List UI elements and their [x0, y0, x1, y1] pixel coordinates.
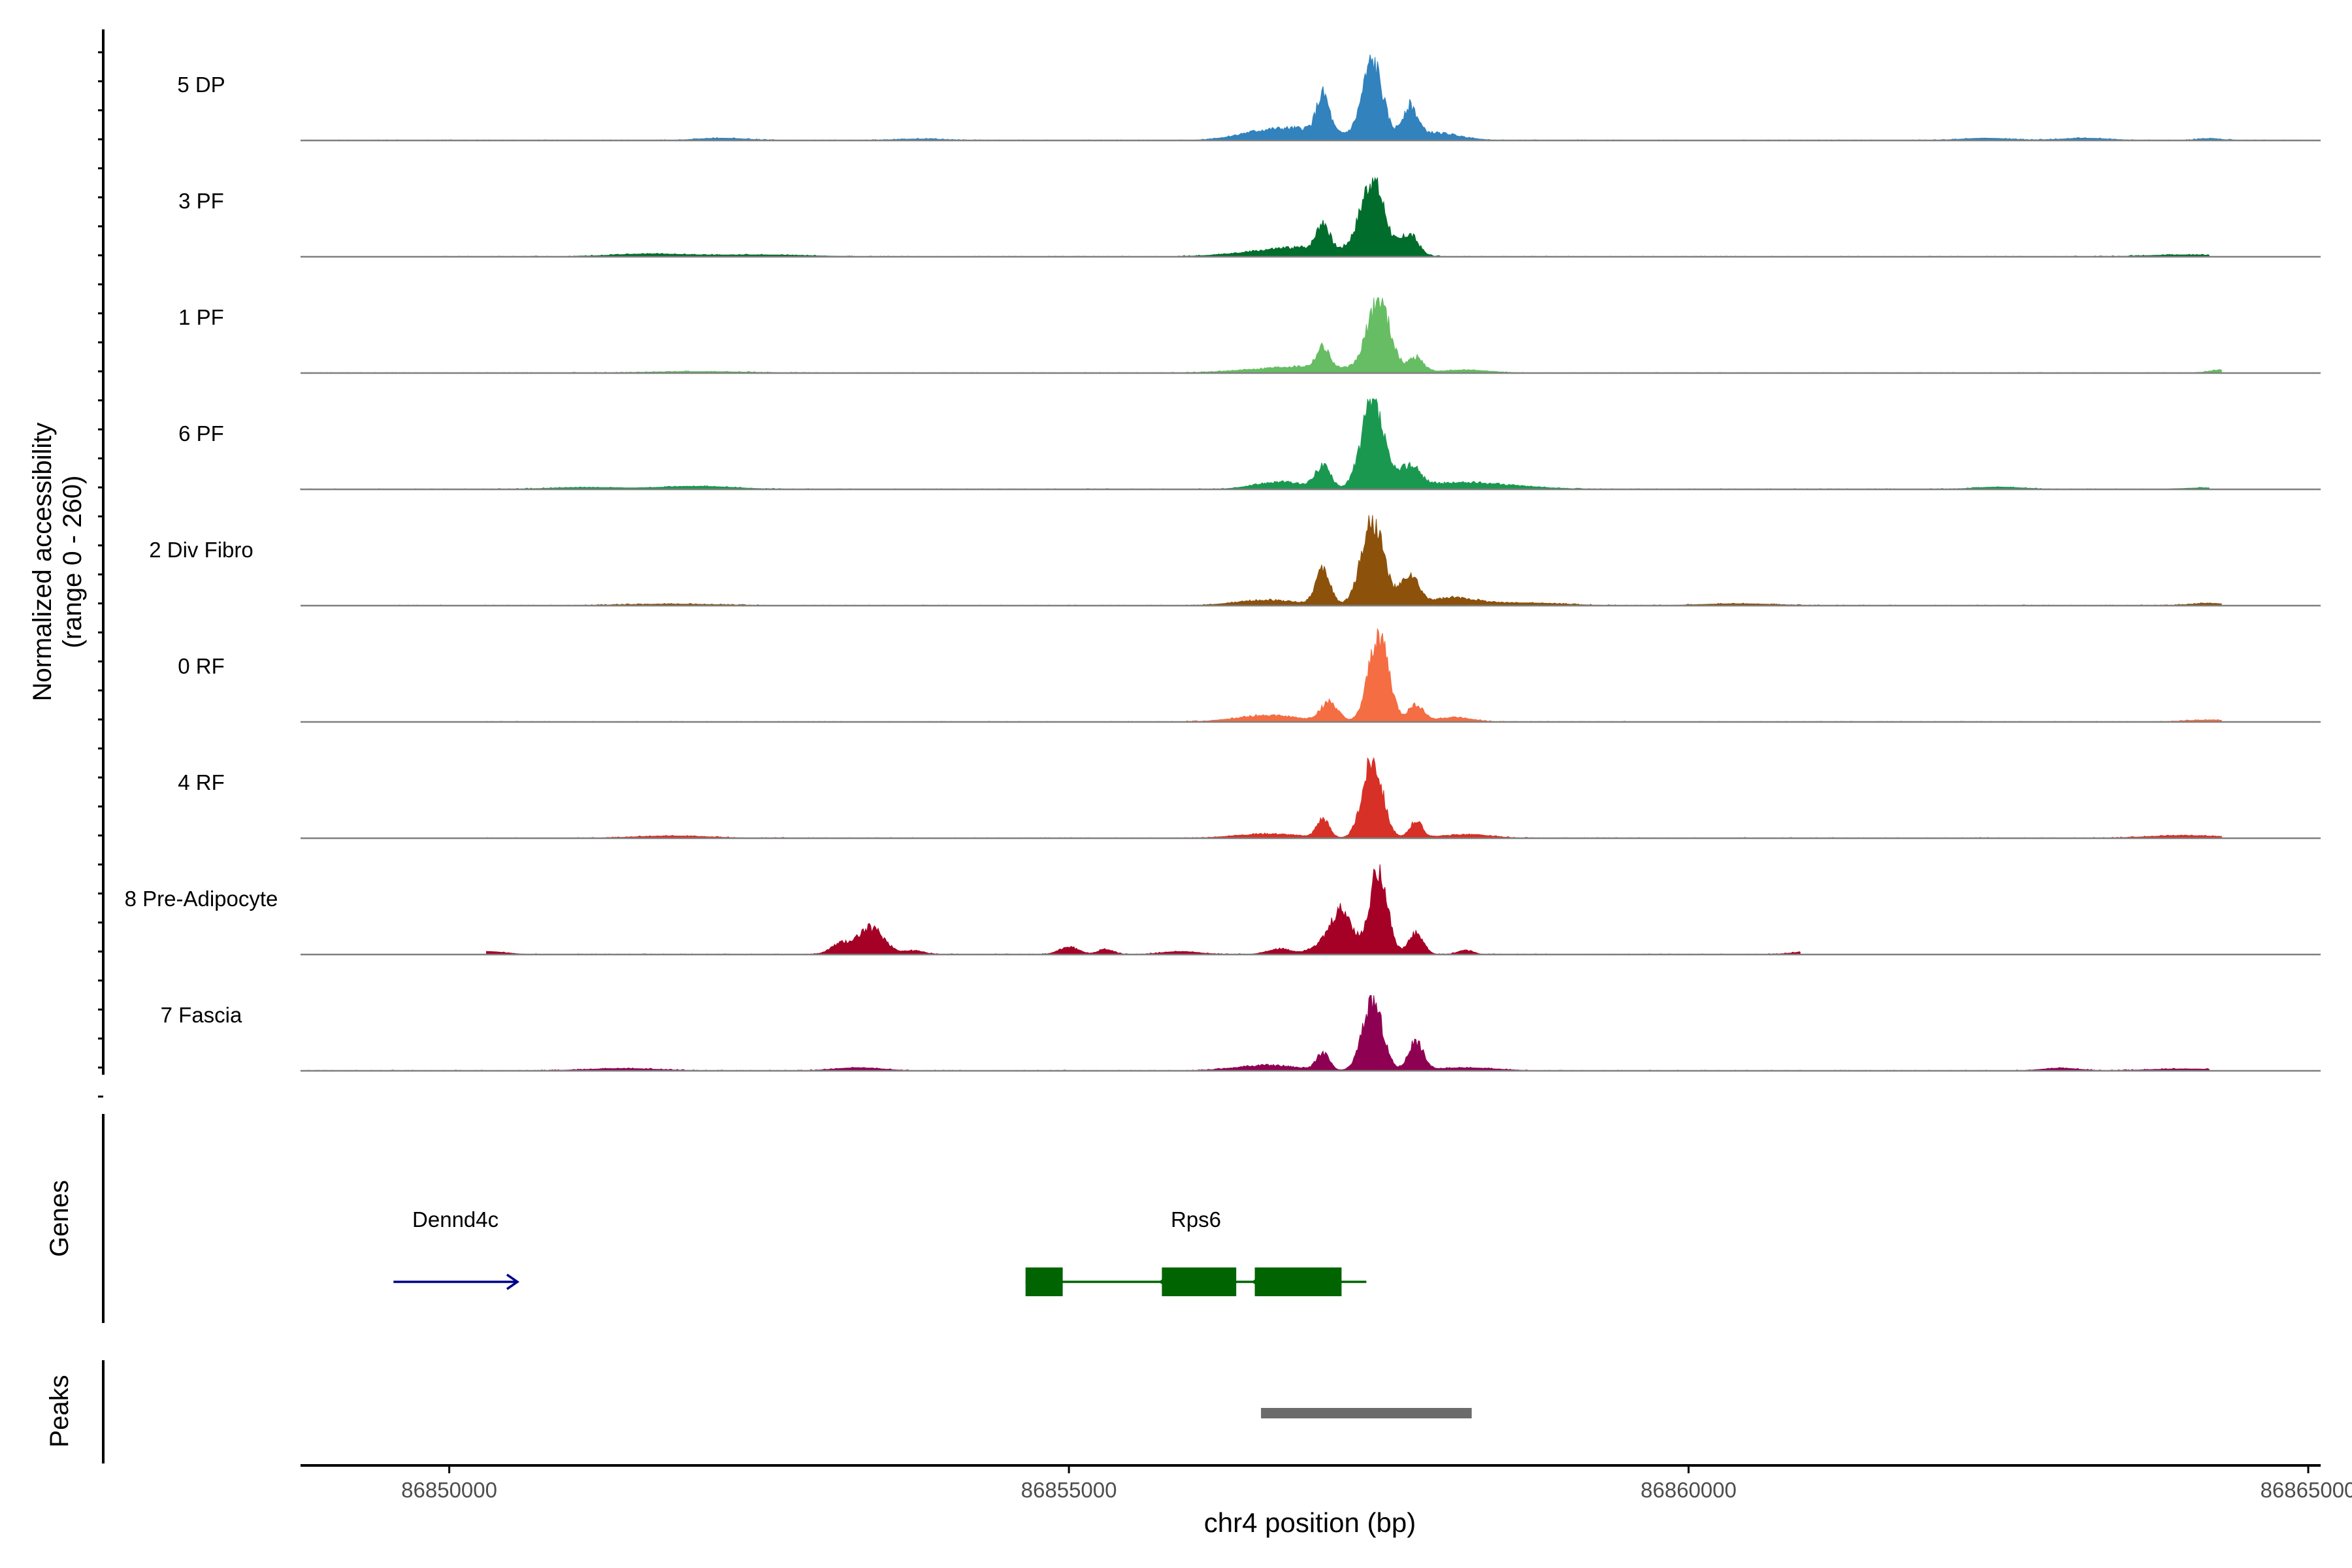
coverage-area [486, 864, 1801, 955]
track-label: 8 Pre-Adipocyte [125, 887, 278, 911]
track-label: 1 PF [178, 305, 224, 329]
x-tick-label: 86855000 [1021, 1478, 1117, 1502]
track-label: 2 Div Fibro [149, 538, 253, 562]
peaks-panel-label: Peaks [45, 1375, 74, 1447]
gene-annotations: Dennd4c Rps6 [393, 1207, 1367, 1296]
coverage-area [301, 54, 2321, 141]
x-axis-title: chr4 position (bp) [1204, 1507, 1416, 1538]
strand-arrow [506, 1273, 520, 1290]
coverage-area [486, 757, 2222, 839]
track-label: 3 PF [178, 189, 224, 213]
track-label: 6 PF [178, 421, 224, 446]
strand-arrow [1158, 1274, 1171, 1290]
peak-region [1261, 1408, 1472, 1418]
peak-regions [1261, 1408, 1472, 1418]
x-tick-label: 86865000 [2261, 1478, 2352, 1502]
strand-arrow [1251, 1274, 1264, 1290]
genes-panel-label: Genes [45, 1180, 74, 1257]
exon [1162, 1267, 1237, 1296]
track-1-pf: 1 PF [178, 297, 2321, 374]
gene-rps6: Rps6 [1025, 1207, 1367, 1296]
coverage-tracks: 5 DP 3 PF 1 PF 6 PF 2 Div Fibro 0 RF 4 RF 8 Pre… [125, 54, 2321, 1072]
gene-label: Dennd4c [412, 1207, 498, 1232]
track-label: 0 RF [178, 654, 225, 678]
track-7-fascia: 7 Fascia [161, 995, 2321, 1072]
coverage-area [301, 297, 2222, 374]
coverage-area [424, 176, 2210, 257]
coverage-area [300, 398, 2210, 490]
x-axis: 86850000 86855000 86860000 86865000 [301, 1464, 2352, 1502]
track-3-pf: 3 PF [178, 176, 2321, 258]
x-tick-label: 86860000 [1641, 1478, 1737, 1502]
exon [1254, 1267, 1342, 1296]
track-label: 5 DP [177, 73, 225, 97]
track-0-rf: 0 RF [178, 628, 2321, 723]
track-label: 4 RF [178, 770, 225, 794]
accessibility-y-axis [98, 29, 105, 1098]
gene-dennd4c: Dennd4c [393, 1207, 520, 1290]
track-4-rf: 4 RF [178, 757, 2321, 840]
gene-label: Rps6 [1171, 1207, 1221, 1232]
coverage-area [399, 515, 2222, 606]
exon [1025, 1267, 1063, 1296]
track-5-dp: 5 DP [177, 54, 2321, 142]
track-label: 7 Fascia [161, 1003, 242, 1027]
y-axis-subtitle: (range 0 - 260) [58, 476, 87, 649]
coverage-area [300, 995, 2210, 1071]
track-8-pre-adipocyte: 8 Pre-Adipocyte [125, 864, 2321, 956]
track-6-pf: 6 PF [178, 398, 2321, 491]
y-axis-title: Normalized accessibility [28, 423, 57, 702]
x-tick-label: 86850000 [401, 1478, 497, 1502]
track-2-div-fibro: 2 Div Fibro [149, 515, 2321, 607]
coverage-area [486, 628, 2222, 723]
